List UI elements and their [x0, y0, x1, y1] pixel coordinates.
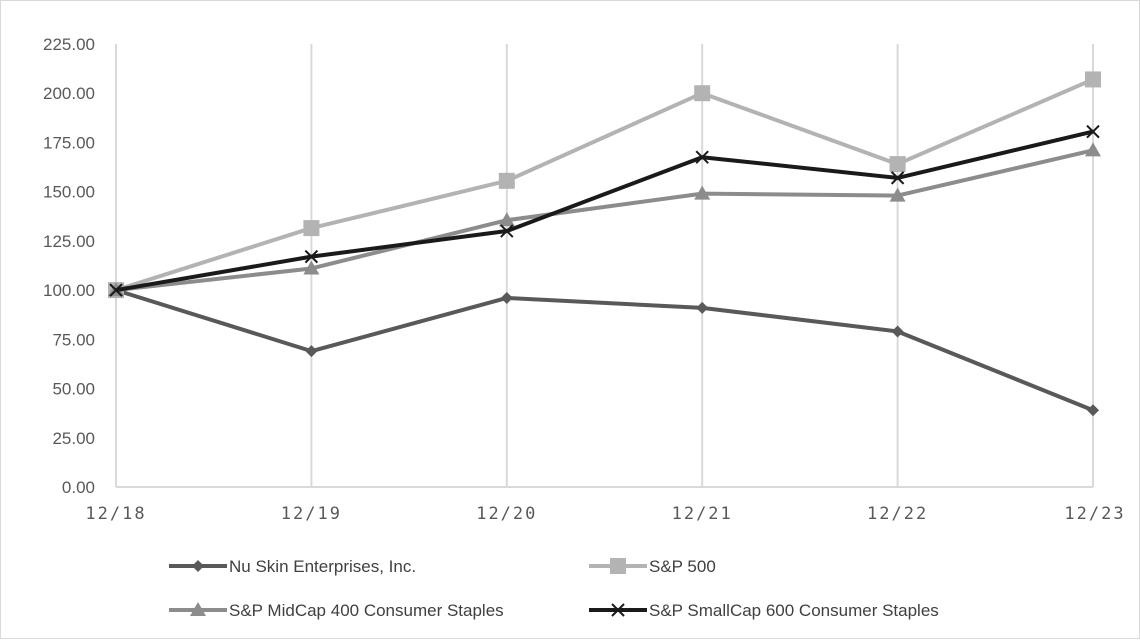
data-point — [1085, 71, 1101, 88]
data-point — [498, 212, 515, 227]
x-tick-label: 12/22 — [867, 504, 928, 524]
y-tick-label: 100.00 — [43, 281, 95, 300]
series-lines — [108, 71, 1101, 417]
y-tick-label: 50.00 — [52, 380, 95, 399]
legend-label: S&P MidCap 400 Consumer Staples — [229, 601, 504, 620]
x-tick-label: 12/19 — [281, 504, 342, 524]
axes: 0.00 25.00 50.00 75.00 100.00 125.00 150.00 175… — [43, 35, 1125, 524]
series-line — [115, 129, 1094, 293]
y-tick-label: 125.00 — [43, 232, 95, 251]
legend-label: S&P 500 — [649, 557, 716, 576]
data-point — [891, 325, 904, 338]
y-tick-label: 175.00 — [43, 133, 95, 152]
legend-item: S&P 500 — [589, 557, 716, 576]
series-line — [115, 148, 1094, 293]
legend-item: S&P SmallCap 600 Consumer Staples — [589, 601, 939, 620]
data-point — [694, 185, 711, 200]
data-point — [192, 560, 204, 572]
series-line — [115, 77, 1094, 293]
x-tick-label: 12/18 — [85, 504, 146, 524]
data-point — [500, 224, 514, 238]
data-point — [500, 291, 513, 304]
x-tick-label: 12/20 — [476, 504, 537, 524]
marker-stroke — [695, 150, 709, 164]
legend-item: Nu Skin Enterprises, Inc. — [169, 557, 416, 576]
legend: Nu Skin Enterprises, Inc. S&P 500 S&P MidC… — [169, 557, 939, 620]
data-point — [694, 85, 711, 102]
data-point — [611, 603, 625, 617]
y-tick-label: 200.00 — [43, 84, 95, 103]
legend-label: Nu Skin Enterprises, Inc. — [229, 557, 416, 576]
series-3 — [109, 124, 1100, 297]
data-point — [610, 558, 626, 574]
data-point — [303, 260, 320, 275]
marker-stroke — [500, 224, 514, 238]
data-point — [303, 220, 320, 237]
series-line — [115, 288, 1094, 413]
y-tick-label: 25.00 — [52, 429, 95, 448]
data-point — [889, 156, 906, 173]
data-point — [190, 602, 206, 616]
data-point — [109, 283, 123, 297]
y-tick-label: 0.00 — [62, 478, 95, 497]
data-point — [304, 249, 319, 264]
data-point — [305, 345, 318, 358]
y-tick-label: 225.00 — [43, 35, 95, 54]
marker-stroke — [1086, 124, 1100, 139]
series-0 — [110, 284, 1099, 417]
data-point — [696, 301, 709, 314]
gridlines — [115, 44, 1094, 487]
legend-label: S&P SmallCap 600 Consumer Staples — [649, 601, 939, 620]
data-point — [1087, 404, 1099, 417]
y-tick-label: 150.00 — [43, 183, 95, 202]
data-point — [498, 172, 515, 189]
marker-stroke — [890, 171, 905, 185]
x-tick-label: 12/23 — [1064, 504, 1125, 524]
data-point — [889, 187, 906, 202]
x-tick-label: 12/21 — [672, 504, 733, 524]
marker-stroke — [304, 249, 319, 264]
marker-stroke — [109, 283, 123, 297]
data-point — [695, 150, 709, 164]
marker-stroke — [611, 603, 625, 617]
data-point — [1085, 142, 1101, 157]
data-point — [1086, 124, 1100, 139]
legend-item: S&P MidCap 400 Consumer Staples — [169, 601, 504, 620]
data-point — [890, 171, 905, 185]
y-tick-label: 75.00 — [52, 330, 95, 349]
